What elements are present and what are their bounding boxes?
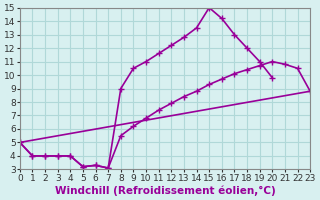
X-axis label: Windchill (Refroidissement éolien,°C): Windchill (Refroidissement éolien,°C)	[55, 185, 276, 196]
